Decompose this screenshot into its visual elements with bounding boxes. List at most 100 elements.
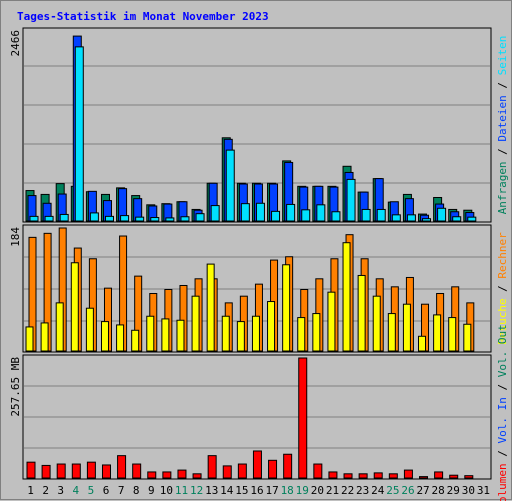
bar-besuche-day-20	[312, 313, 321, 352]
bar-besuche-day-25	[387, 313, 396, 352]
bar-seiten-day-9	[150, 217, 160, 222]
bar-seiten-day-5	[89, 212, 99, 222]
x-tick-label: 28	[432, 484, 445, 497]
x-tick-label: 3	[57, 484, 64, 497]
bar-besuche-day-28	[433, 314, 442, 352]
bar-besuche-day-6	[100, 321, 109, 352]
bar-volumen-day-18	[283, 453, 293, 479]
x-tick-label: 6	[103, 484, 110, 497]
legend-entry: Vol. In	[496, 397, 509, 443]
bar-volumen-day-26	[403, 469, 413, 479]
bar-volumen-day-10	[162, 471, 172, 479]
legend-entry: Dateien	[496, 95, 509, 141]
x-tick-label: 13	[205, 484, 218, 497]
legend-entry: /	[496, 377, 509, 397]
bar-besuche-day-3	[55, 302, 64, 352]
x-tick-label: 18	[281, 484, 294, 497]
bar-seiten-day-26	[406, 214, 416, 222]
bar-volumen-day-9	[147, 471, 157, 479]
bar-volumen-day-16	[252, 450, 262, 479]
x-tick-label: 22	[341, 484, 354, 497]
bar-seiten-day-1	[29, 215, 39, 222]
legend-entry: /	[496, 443, 509, 463]
bar-volumen-day-5	[86, 461, 96, 479]
bar-besuche-day-1	[25, 326, 34, 352]
chart-marks	[25, 35, 477, 479]
bar-seiten-day-30	[467, 216, 477, 222]
bar-besuche-day-4	[70, 262, 79, 352]
legend-entry: Volumen	[496, 463, 509, 501]
legend-entry: Besuche	[496, 298, 509, 344]
x-tick-label: 26	[401, 484, 414, 497]
x-tick-label: 24	[371, 484, 385, 497]
bar-seiten-day-11	[180, 216, 190, 222]
bar-seiten-day-22	[346, 178, 356, 222]
legend-entry: /	[496, 142, 509, 162]
bar-volumen-day-22	[343, 473, 353, 479]
x-tick-label: 12	[190, 484, 203, 497]
bar-seiten-day-12	[195, 213, 205, 222]
x-tick-label: 27	[416, 484, 429, 497]
bar-seiten-day-20	[316, 204, 326, 222]
bar-seiten-day-16	[255, 202, 265, 222]
bar-seiten-day-7	[120, 215, 130, 222]
bar-besuche-day-7	[116, 324, 125, 352]
bar-volumen-day-28	[434, 471, 444, 479]
bar-seiten-day-19	[301, 209, 311, 222]
x-tick-label: 29	[447, 484, 460, 497]
legend-entry: Seiten	[496, 36, 509, 76]
bar-seiten-day-10	[165, 217, 175, 222]
bar-seiten-day-6	[104, 215, 114, 222]
bar-seiten-day-23	[361, 208, 371, 222]
bar-volumen-day-12	[192, 473, 202, 479]
bar-besuche-day-23	[357, 274, 366, 352]
chart-title: Tages-Statistik im Monat November 2023	[17, 10, 269, 23]
bar-besuche-day-8	[131, 329, 140, 352]
bar-volumen-day-4	[71, 463, 81, 479]
x-tick-label: 16	[250, 484, 263, 497]
bar-volumen-day-15	[237, 463, 247, 479]
bar-besuche-day-17	[267, 301, 276, 352]
bar-volumen-day-29	[449, 474, 459, 479]
x-tick-label: 31	[477, 484, 490, 497]
x-tick-label: 23	[356, 484, 369, 497]
panel-visits-ymax-label: 184	[9, 227, 22, 247]
legend-entry: /	[496, 75, 509, 95]
bar-besuche-day-2	[40, 322, 49, 352]
bar-volumen-day-23	[358, 473, 368, 479]
bar-seiten-day-25	[391, 214, 401, 222]
x-tick-label: 30	[462, 484, 475, 497]
bar-volumen-day-14	[222, 465, 232, 479]
chart-panels	[22, 27, 492, 480]
bar-seiten-day-21	[331, 211, 341, 222]
x-tick-label: 25	[386, 484, 399, 497]
bar-besuche-day-27	[418, 335, 427, 352]
bar-volumen-day-24	[373, 472, 383, 479]
legend-entry: Anfragen	[496, 161, 509, 214]
x-tick-label: 19	[296, 484, 309, 497]
bar-volumen-day-20	[313, 463, 323, 479]
bar-besuche-day-5	[85, 307, 94, 352]
bar-besuche-day-18	[282, 264, 291, 352]
panel-requests-legend: Anfragen / Dateien / Seiten	[496, 36, 509, 215]
bar-besuche-day-12	[191, 295, 200, 352]
bar-besuche-day-30	[463, 323, 472, 352]
bar-besuche-day-15	[236, 321, 245, 352]
bar-besuche-day-21	[327, 291, 336, 352]
bar-seiten-day-4	[74, 46, 84, 222]
bar-besuche-day-10	[161, 318, 170, 352]
bar-besuche-day-29	[448, 317, 457, 352]
bar-volumen-day-30	[464, 475, 474, 479]
legend-entry: Vol. Out	[496, 324, 509, 377]
bar-volumen-day-7	[117, 455, 127, 479]
bar-seiten-day-18	[286, 203, 296, 222]
bar-besuche-day-9	[146, 315, 155, 352]
panel-visits-legend: Besuche / Rechner	[496, 232, 509, 345]
bar-volumen-day-13	[207, 455, 217, 479]
bar-besuche-day-14	[221, 315, 230, 352]
bar-volumen-day-3	[56, 463, 66, 479]
bar-volumen-day-1	[26, 461, 36, 479]
bar-volumen-day-19	[298, 357, 308, 479]
